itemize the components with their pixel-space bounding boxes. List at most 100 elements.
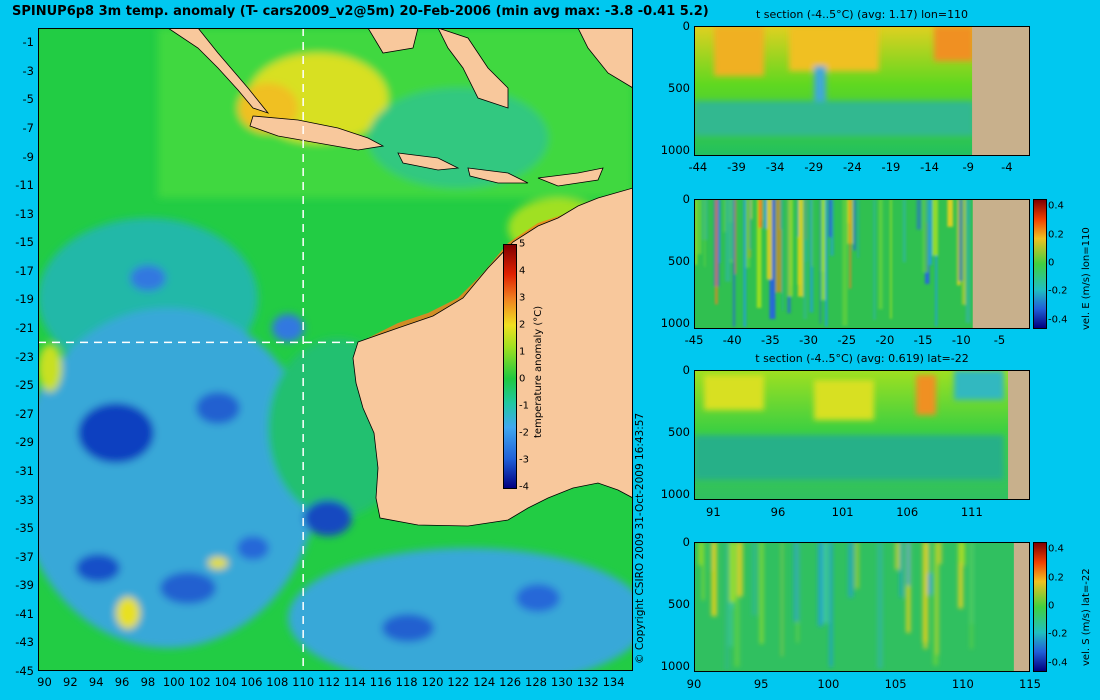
velocity-stripe — [745, 199, 751, 268]
x-tick-label: -45 — [684, 333, 704, 347]
x-tick-label: 108 — [266, 675, 289, 689]
vel-e-colorbar-ticks: 0.4 0.2 0 -0.2 -0.4 — [1048, 199, 1078, 329]
t-section-lat-title: t section (-4..5°C) (avg: 0.619) lat=-22 — [755, 352, 969, 365]
velocity-stripe — [718, 199, 721, 264]
velocity-stripe — [734, 542, 740, 667]
velocity-stripe — [933, 542, 939, 666]
velocity-stripe — [729, 542, 736, 603]
section-patch — [789, 26, 879, 71]
map-warm-spot — [208, 557, 228, 569]
colorbar-tick-label: 0 — [519, 373, 526, 385]
map-land-sumatra — [167, 28, 270, 114]
vel-s-section-field — [694, 542, 1030, 672]
map-frame — [38, 28, 633, 671]
colorbar-tick-label: 1 — [519, 346, 526, 358]
colorbar-tick-label: -0.4 — [1048, 657, 1068, 669]
vel-s-section-x-axis: 90 95 100 105 110 115 — [687, 677, 1041, 693]
y-tick-label: 500 — [668, 80, 690, 95]
y-tick-label: -33 — [15, 492, 34, 507]
y-tick-label: 0 — [682, 192, 690, 206]
x-tick-label: 102 — [188, 675, 211, 689]
vel-s-section-panel — [694, 542, 1030, 672]
y-tick-label: -17 — [15, 263, 34, 278]
y-tick-label: -39 — [15, 578, 34, 593]
x-tick-label: 98 — [140, 675, 156, 689]
x-tick-label: 118 — [395, 675, 418, 689]
x-tick-label: -14 — [920, 160, 939, 174]
map-land-java — [249, 115, 385, 151]
y-tick-label: 0 — [682, 363, 690, 377]
vel-e-colorbar-label: vel. E (m/s) lon=110 — [1081, 227, 1092, 330]
map-land-borneo-sulawesi — [367, 28, 633, 109]
colorbar-tick-label: -2 — [519, 427, 529, 439]
velocity-stripe — [916, 199, 922, 230]
vel-s-section-frame — [694, 542, 1030, 672]
vel-s-section-y-axis: 0 500 1000 — [650, 535, 690, 673]
colorbar-tick-label: -0.2 — [1048, 628, 1068, 640]
velocity-stripe — [928, 199, 933, 266]
velocity-stripe — [698, 542, 702, 566]
velocity-stripe — [902, 199, 907, 263]
velocity-stripe — [787, 199, 793, 297]
y-tick-label: -43 — [15, 635, 34, 650]
y-tick-label: 0 — [682, 535, 690, 549]
velocity-stripe — [758, 199, 763, 229]
section-patch — [694, 101, 974, 136]
x-tick-label: 104 — [214, 675, 237, 689]
y-tick-label: -29 — [15, 435, 34, 450]
velocity-stripe — [725, 199, 731, 282]
velocity-stripe — [829, 542, 833, 668]
velocity-stripe — [848, 542, 854, 598]
colorbar-tick-label: 0.2 — [1048, 572, 1064, 584]
x-tick-label: -10 — [951, 333, 971, 347]
x-tick-label: 110 — [292, 675, 315, 689]
copyright-text: © Copyright CSIRO 2009 31-Oct-2009 16:43… — [634, 412, 646, 664]
x-tick-label: 90 — [686, 677, 702, 691]
y-tick-label: 500 — [668, 424, 690, 439]
velocity-stripe — [803, 199, 808, 320]
velocity-stripe — [797, 199, 804, 297]
y-tick-label: 1000 — [660, 315, 690, 330]
y-tick-label: 1000 — [660, 142, 690, 157]
y-tick-label: -9 — [22, 149, 34, 164]
velocity-stripe — [935, 199, 938, 327]
section-patch — [714, 26, 764, 76]
x-tick-label: 96 — [114, 675, 130, 689]
colorbar-tick-label: 0.4 — [1048, 200, 1064, 212]
x-tick-label: 100 — [162, 675, 185, 689]
x-tick-label: 115 — [1019, 677, 1041, 691]
t-section-lat-y-axis: 0 500 1000 — [650, 363, 690, 501]
y-tick-label: -27 — [15, 406, 34, 421]
velocity-stripe — [711, 542, 717, 617]
velocity-stripe — [961, 199, 966, 305]
map-eddy — [272, 314, 304, 342]
y-tick-label: -21 — [15, 321, 34, 336]
y-tick-label: -7 — [22, 121, 34, 136]
x-tick-label: 106 — [896, 505, 919, 519]
velocity-stripe — [969, 542, 974, 649]
velocity-stripe — [822, 542, 829, 624]
velocity-stripe — [825, 199, 828, 327]
x-tick-label: 92 — [63, 675, 78, 689]
y-tick-label: -13 — [15, 206, 34, 221]
y-tick-label: -19 — [15, 292, 34, 307]
velocity-stripe — [750, 199, 753, 220]
velocity-stripe — [849, 199, 851, 289]
velocity-stripe — [872, 199, 876, 320]
x-tick-label: 112 — [318, 675, 341, 689]
velocity-stripe — [766, 199, 773, 280]
velocity-stripe — [958, 542, 964, 564]
map-plot — [38, 28, 633, 671]
map-land-australia — [352, 187, 633, 527]
velocity-stripe — [821, 199, 825, 272]
y-tick-label: -31 — [15, 463, 34, 478]
x-tick-label: -29 — [804, 160, 824, 174]
x-tick-label: 122 — [447, 675, 470, 689]
section-patch — [934, 26, 974, 61]
velocity-stripe — [855, 542, 859, 589]
vel-e-section-plot — [694, 199, 1030, 329]
colorbar-tick-label: 5 — [519, 238, 526, 250]
x-tick-label: 96 — [770, 505, 786, 519]
velocity-stripe — [963, 542, 967, 566]
velocity-stripe — [732, 199, 736, 327]
